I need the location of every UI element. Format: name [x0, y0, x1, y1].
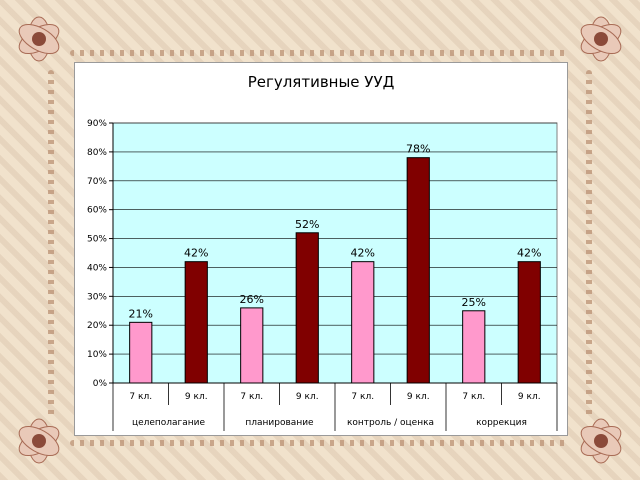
x-tick-label: 9 кл.	[407, 392, 430, 402]
x-tick-label: 9 кл.	[185, 392, 208, 402]
dotted-border-top	[70, 50, 570, 56]
data-label: 78%	[406, 143, 430, 156]
x-tick-label: 7 кл.	[462, 392, 485, 402]
chart-title: Регулятивные УУД	[247, 73, 395, 91]
x-tick-label: 9 кл.	[296, 392, 319, 402]
x-tick-label: 9 кл.	[518, 392, 541, 402]
group-label: контроль / оценка	[347, 418, 434, 428]
y-tick-label: 60%	[87, 206, 107, 216]
y-tick-label: 0%	[93, 379, 108, 389]
flower-ornament-bottom-right-icon	[580, 418, 622, 464]
plot-area	[112, 122, 558, 384]
bar-chart: 0% 10% 20% 30% 40% 50% 60% 70% 80% 90% 21% 42% 26% 52…	[87, 119, 558, 431]
bar	[129, 321, 153, 384]
bar	[406, 157, 430, 384]
chart-panel: Регулятивные УУД 0% 10% 20% 30% 40% 50% 60% 70%…	[74, 62, 568, 436]
group-label: коррекция	[476, 418, 527, 428]
bar	[184, 261, 208, 384]
flower-ornament-top-left-icon	[18, 16, 60, 62]
y-tick-label: 10%	[87, 350, 107, 360]
y-tick-label: 70%	[87, 177, 107, 187]
bar	[462, 310, 486, 384]
dotted-border-left	[48, 70, 54, 420]
data-label: 21%	[129, 307, 153, 320]
dotted-border-right	[586, 70, 592, 420]
y-tick-label: 20%	[87, 321, 107, 331]
data-label: 42%	[184, 247, 208, 260]
y-tick-label: 80%	[87, 148, 107, 158]
data-label: 42%	[351, 247, 375, 260]
bar	[351, 261, 375, 384]
data-label: 26%	[240, 293, 264, 306]
y-tick-label: 40%	[87, 263, 107, 273]
data-label: 25%	[462, 296, 486, 309]
y-tick-label: 30%	[87, 292, 107, 302]
data-label: 42%	[517, 247, 541, 260]
bar	[295, 232, 319, 384]
group-label: планирование	[245, 418, 314, 428]
flower-ornament-top-right-icon	[580, 16, 622, 62]
x-tick-label: 7 кл.	[351, 392, 374, 402]
group-label: целеполагание	[132, 418, 206, 428]
y-tick-label: 50%	[87, 235, 107, 245]
x-tick-label: 7 кл.	[240, 392, 263, 402]
dotted-border-bottom	[70, 440, 570, 446]
x-tick-label: 7 кл.	[129, 392, 152, 402]
data-label: 52%	[295, 218, 319, 231]
flower-ornament-bottom-left-icon	[18, 418, 60, 464]
bar	[240, 307, 264, 384]
y-tick-label: 90%	[87, 119, 107, 129]
bar	[517, 261, 541, 384]
